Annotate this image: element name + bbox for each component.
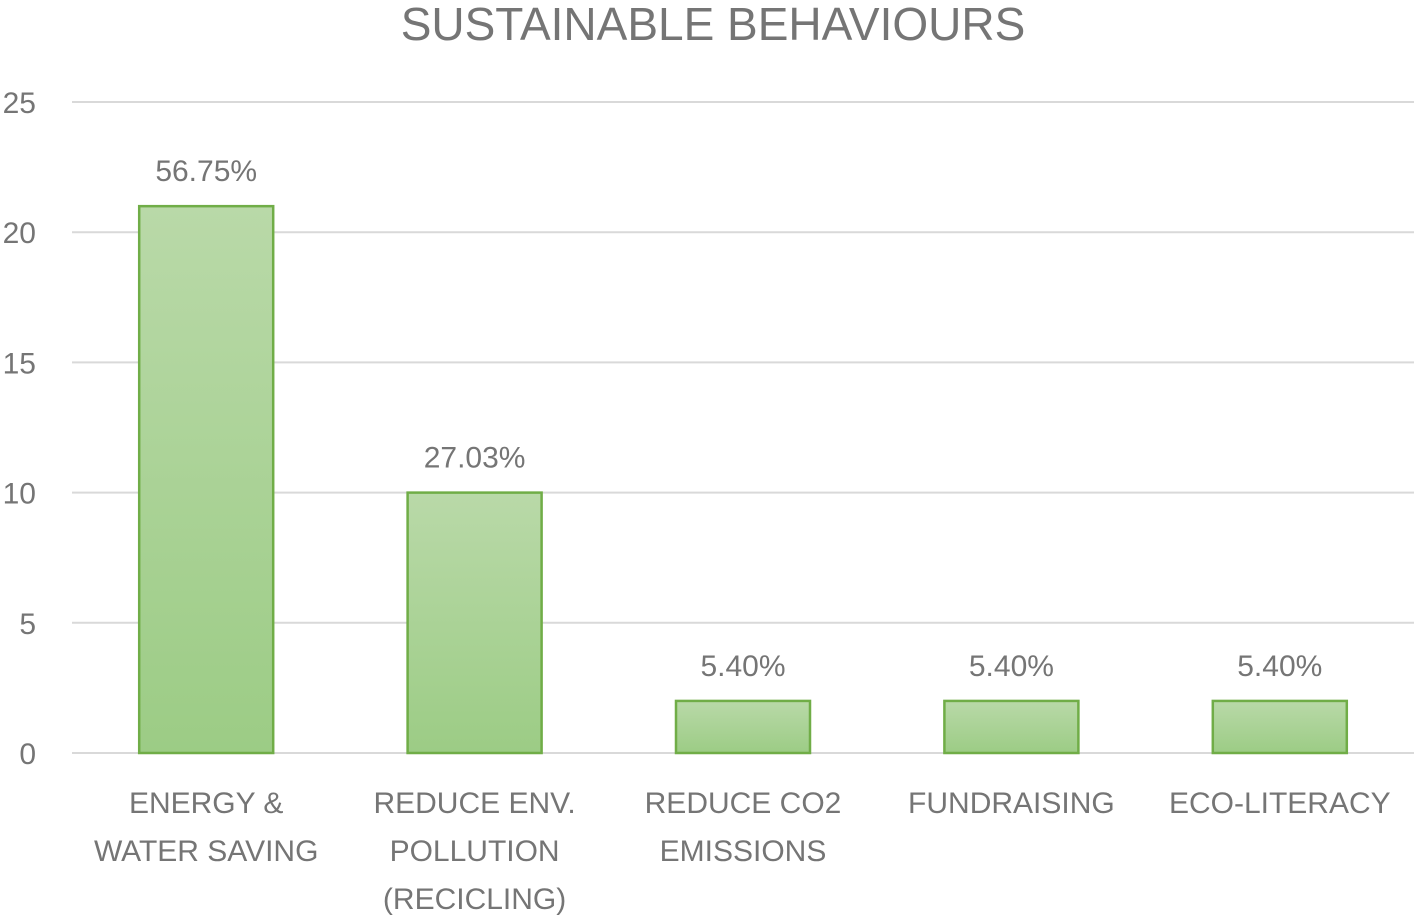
y-tick-label: 25 [3, 87, 36, 120]
data-label: 5.40% [969, 650, 1054, 683]
category-label: ENERGY & WATER SAVING [94, 787, 318, 868]
bars [137, 204, 1349, 755]
x-axis-category-labels: ENERGY & WATER SAVING REDUCE ENV. POLLUTION… [94, 787, 1391, 916]
y-axis-tick-labels: 0 5 10 15 20 25 [3, 87, 36, 771]
category-label-line: WATER SAVING [94, 835, 318, 868]
y-tick-label: 15 [3, 347, 36, 380]
bar [943, 699, 1080, 755]
gridlines [72, 101, 1414, 754]
category-label-line: ENERGY & [129, 787, 284, 820]
bar [674, 699, 812, 755]
category-label-line: POLLUTION [390, 835, 560, 868]
bar [1211, 699, 1349, 755]
chart-title: SUSTAINABLE BEHAVIOURS [401, 0, 1026, 50]
y-tick-label: 10 [3, 478, 36, 511]
category-label: FUNDRAISING [908, 787, 1115, 820]
bar [406, 491, 543, 755]
data-labels: 56.75% 27.03% 5.40% 5.40% 5.40% [155, 155, 1322, 683]
category-label: ECO-LITERACY [1169, 787, 1391, 820]
y-tick-label: 20 [3, 217, 36, 250]
category-label-line: REDUCE CO2 [645, 787, 842, 820]
category-label-line: (RECICLING) [383, 883, 566, 916]
y-tick-label: 0 [19, 738, 36, 771]
category-label-line: REDUCE ENV. [373, 787, 575, 820]
data-label: 5.40% [1237, 650, 1322, 683]
bar [137, 204, 275, 755]
category-label-line: ECO-LITERACY [1169, 787, 1391, 820]
category-label: REDUCE ENV. POLLUTION (RECICLING) [373, 787, 575, 916]
data-label: 5.40% [700, 650, 785, 683]
data-label: 27.03% [424, 442, 526, 475]
y-tick-label: 5 [19, 608, 36, 641]
data-label: 56.75% [155, 155, 257, 188]
category-label-line: FUNDRAISING [908, 787, 1115, 820]
category-label-line: EMISSIONS [660, 835, 827, 868]
category-label: REDUCE CO2 EMISSIONS [645, 787, 842, 868]
